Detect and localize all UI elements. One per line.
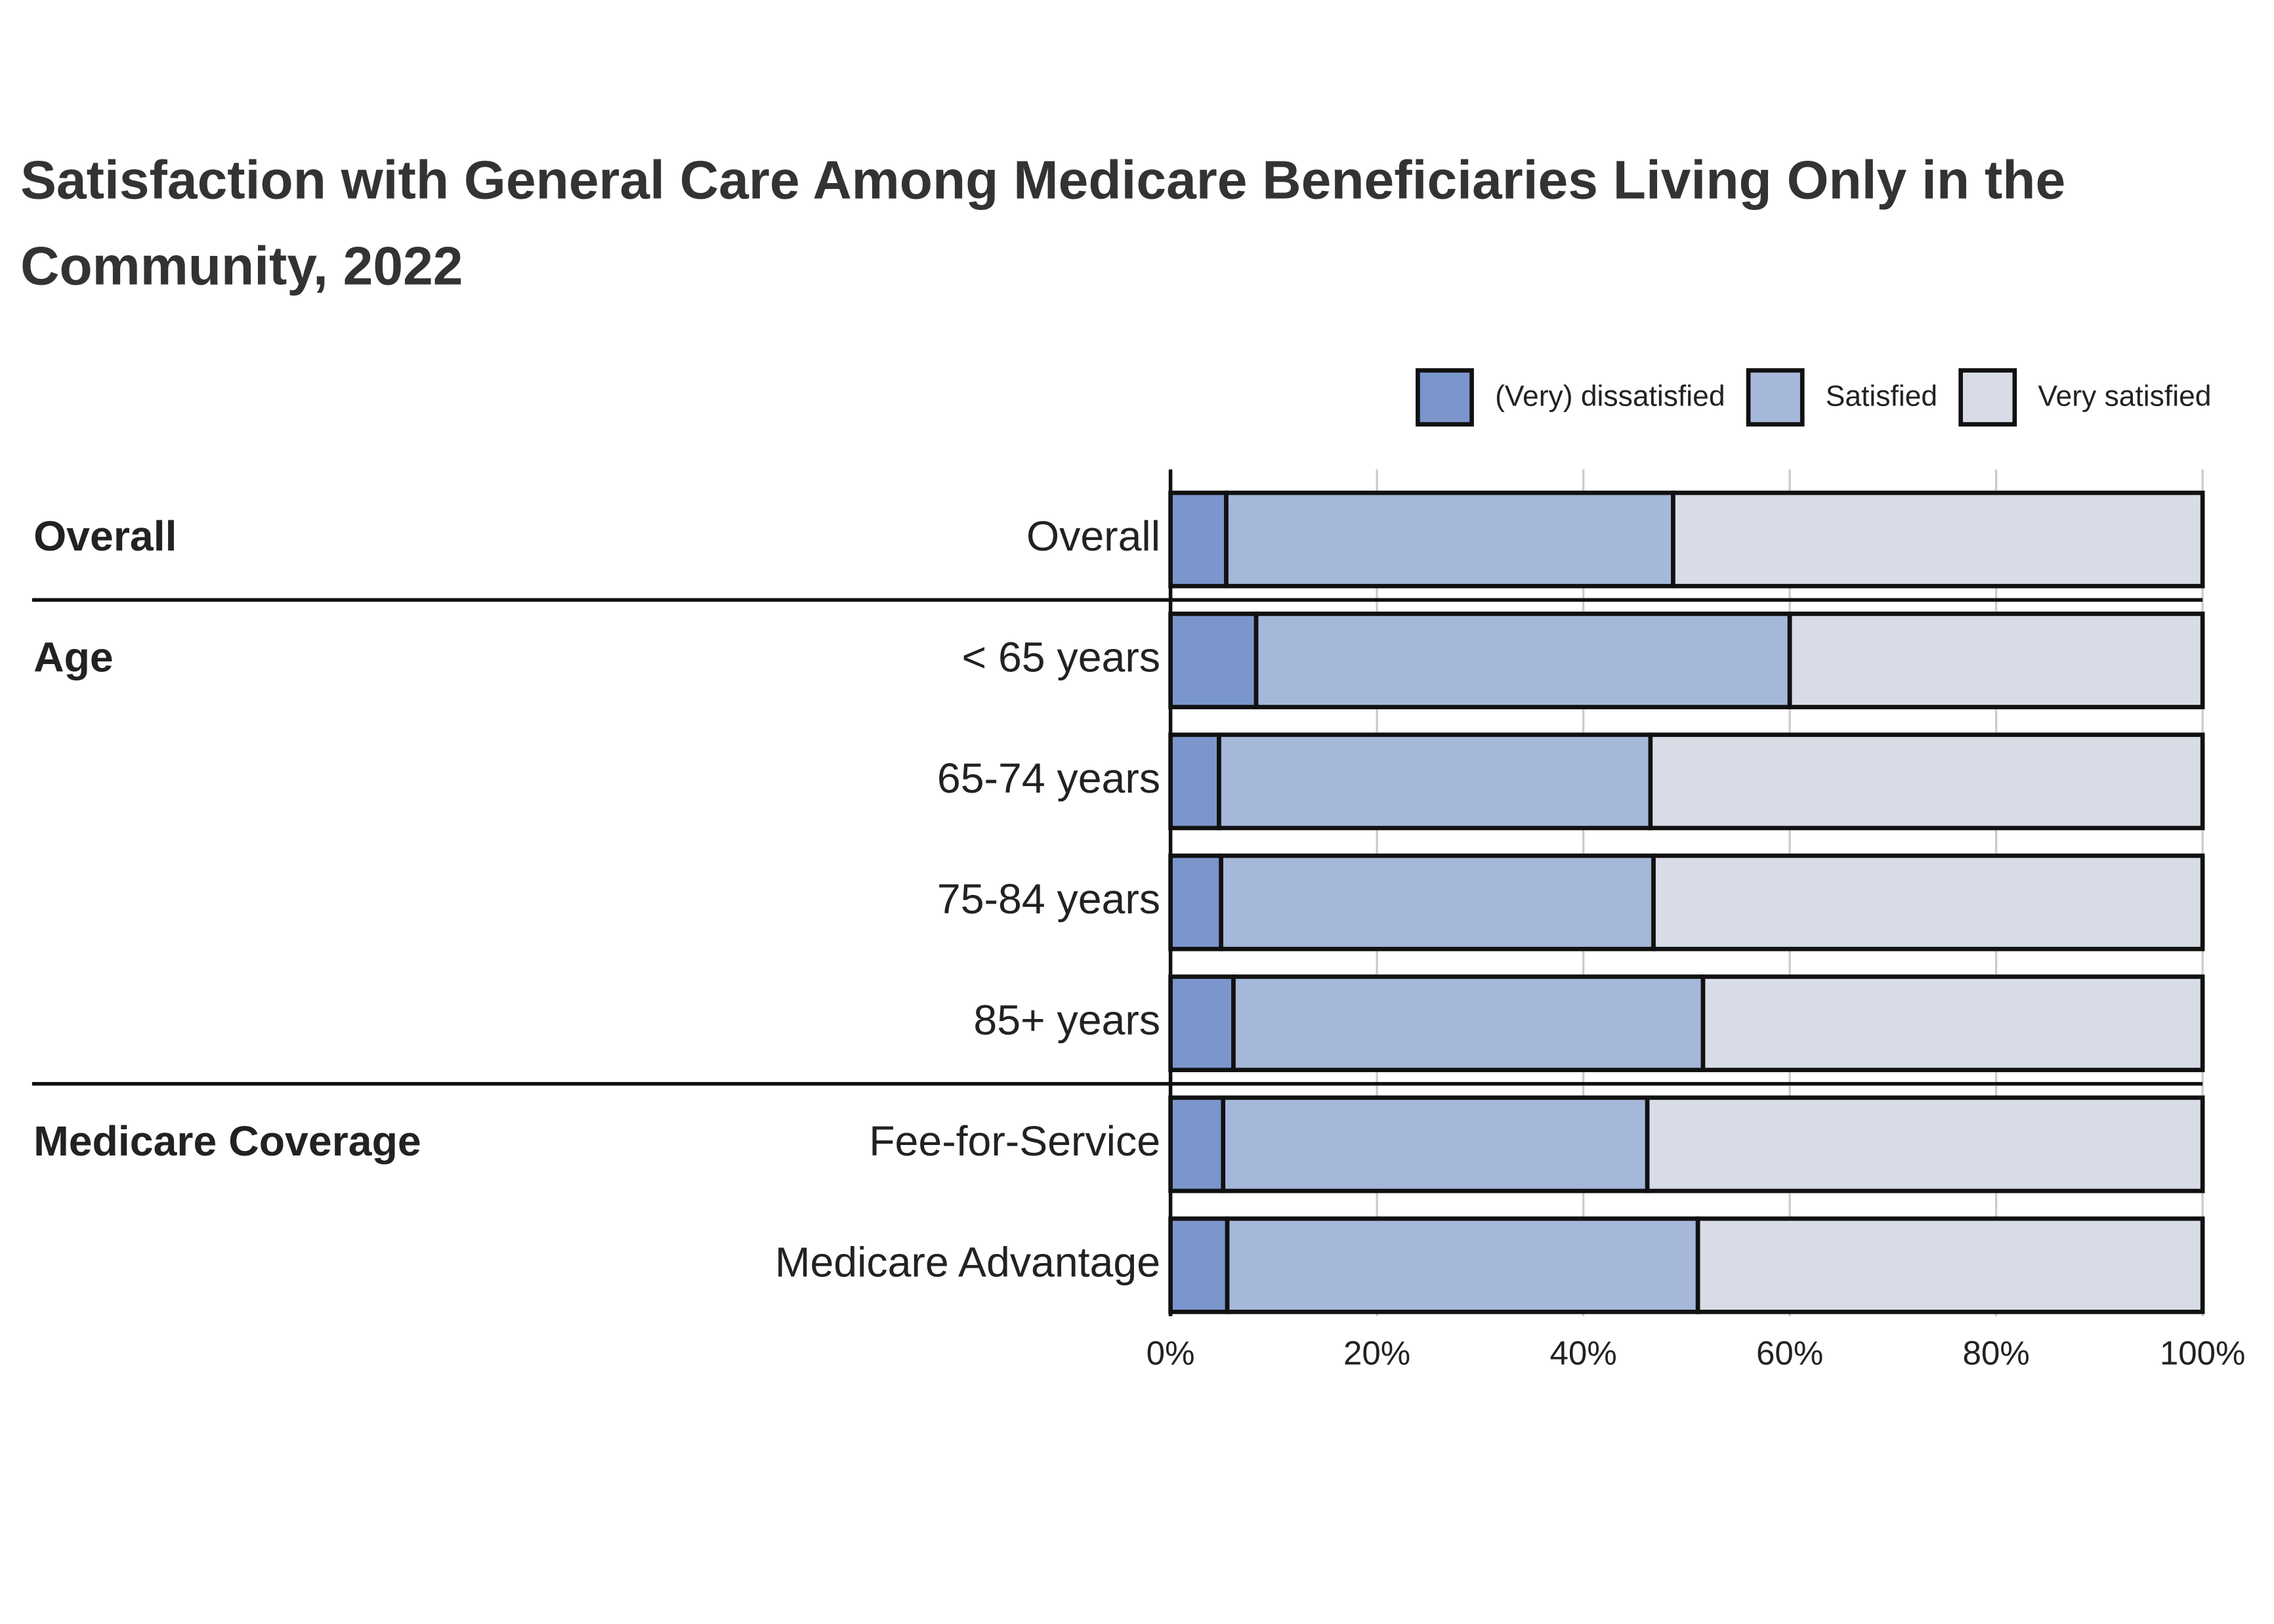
legend-label: Satisfied	[1826, 380, 1937, 412]
bar-segment	[1217, 732, 1653, 831]
y-tick-label: Medicare Advantage	[775, 1238, 1160, 1285]
x-tick-label: 80%	[1963, 1334, 2030, 1371]
bar-segment	[1221, 1095, 1650, 1194]
legend-swatch	[1746, 368, 1805, 427]
x-tick-label: 40%	[1550, 1334, 1617, 1371]
bar-segment	[1168, 853, 1223, 951]
bar-segment	[1231, 974, 1706, 1072]
bar-segment	[1645, 1095, 2205, 1194]
group-label: Overall	[33, 512, 177, 560]
chart-title: Satisfaction with General Care Among Med…	[20, 150, 2066, 297]
y-tick-label: 75-84 years	[937, 875, 1160, 923]
y-tick-label: 85+ years	[973, 997, 1160, 1044]
group-label: Medicare Coverage	[33, 1117, 421, 1165]
legend-label: (Very) dissatisfied	[1495, 380, 1725, 412]
bar-segment	[1700, 974, 2205, 1072]
bar-segment	[1168, 1095, 1226, 1194]
x-tick-label: 100%	[2160, 1334, 2246, 1371]
legend-swatch	[1416, 368, 1474, 427]
bar-segment	[1695, 1216, 2205, 1314]
bar-segment	[1225, 1216, 1700, 1314]
bar-segment	[1168, 974, 1236, 1072]
bar-segment	[1253, 612, 1792, 709]
x-tick-label: 60%	[1756, 1334, 1823, 1371]
legend-label: Very satisfied	[2038, 380, 2211, 412]
x-tick-label: 0%	[1147, 1334, 1195, 1371]
bar-segment	[1224, 490, 1675, 589]
bar-segment	[1168, 1216, 1230, 1314]
y-tick-label: Fee-for-Service	[869, 1117, 1160, 1165]
group-label: Age	[33, 634, 114, 681]
bar-segment	[1168, 732, 1221, 831]
title-box: Satisfaction with General Care Among Med…	[20, 150, 2066, 297]
y-tick-label: 65-74 years	[937, 755, 1160, 802]
bar-segment	[1651, 853, 2205, 951]
bar-segment	[1671, 490, 2205, 589]
y-tick-label: Overall	[1026, 512, 1160, 560]
bar-segment	[1168, 612, 1259, 709]
y-tick-label: < 65 years	[961, 634, 1160, 681]
bar-segment	[1168, 490, 1229, 589]
bar-segment	[1219, 853, 1656, 951]
x-tick-label: 20%	[1343, 1334, 1410, 1371]
bar-segment	[1648, 732, 2205, 831]
bar-segment	[1787, 612, 2205, 709]
legend-swatch	[1958, 368, 2017, 427]
